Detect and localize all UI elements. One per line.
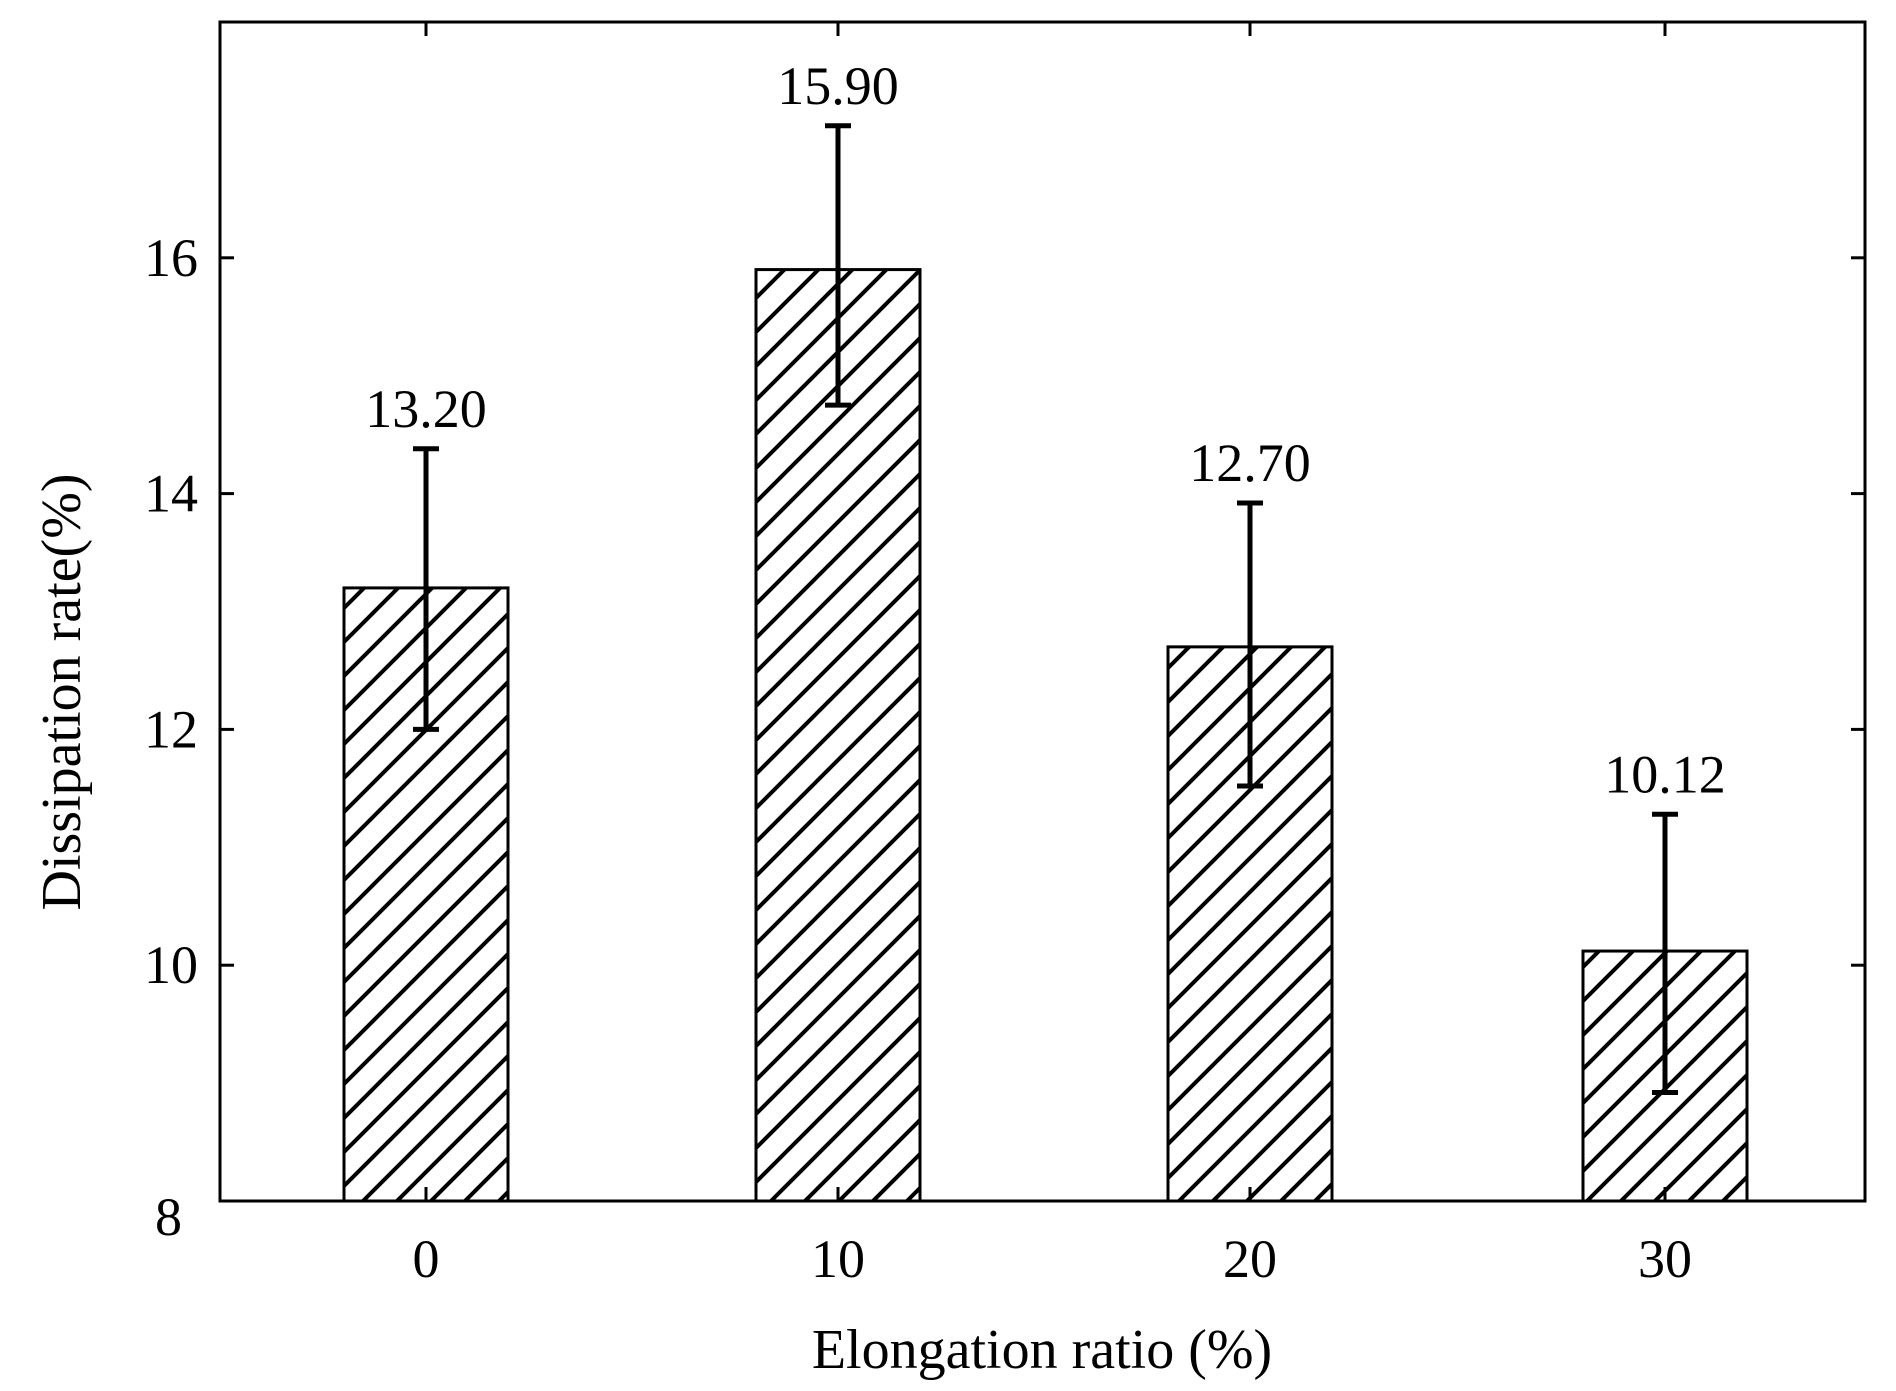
y-tick-label: 8 — [155, 1187, 182, 1247]
x-tick-label: 30 — [1638, 1229, 1692, 1289]
data-label: 13.20 — [365, 379, 487, 439]
y-axis-title: Dissipation rate(%) — [31, 474, 93, 911]
x-tick-label: 10 — [811, 1229, 865, 1289]
x-tick-label: 0 — [413, 1229, 440, 1289]
data-label: 12.70 — [1189, 433, 1311, 493]
y-tick-label: 14 — [144, 464, 198, 524]
x-axis-title: Elongation ratio (%) — [812, 1319, 1272, 1381]
y-tick-label: 12 — [144, 699, 198, 759]
error-bar — [1237, 500, 1263, 789]
y-tick-label: 10 — [144, 935, 198, 995]
x-tick-label: 20 — [1223, 1229, 1277, 1289]
y-tick-label: 16 — [144, 228, 198, 288]
bar — [754, 268, 922, 1203]
error-bar — [825, 123, 851, 408]
plot-frame — [218, 20, 1867, 1203]
error-bar — [1652, 811, 1678, 1096]
error-bar — [413, 446, 439, 732]
data-label: 15.90 — [777, 56, 899, 116]
data-label: 10.12 — [1604, 744, 1726, 804]
